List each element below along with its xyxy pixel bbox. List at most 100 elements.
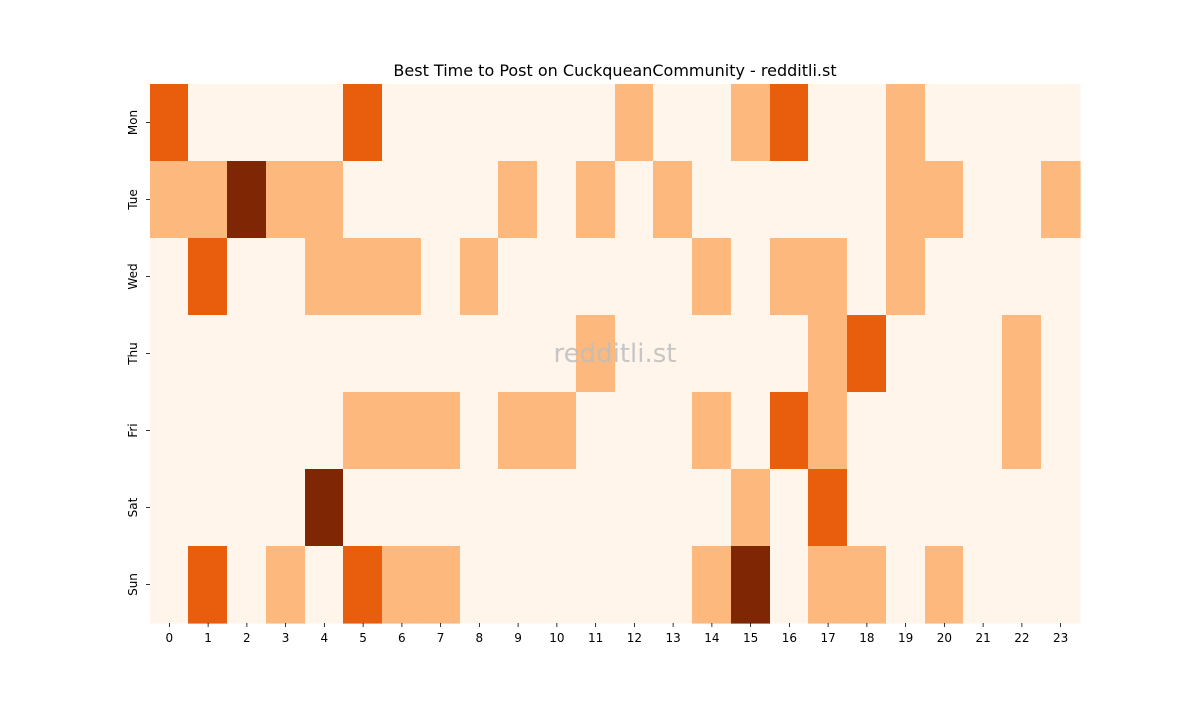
heatmap-cell-sun-9 [498,546,538,624]
heatmap-cell-wed-21 [963,238,1003,316]
x-tick-label-20: 20 [937,631,952,645]
heatmap-cell-wed-4 [305,238,344,316]
heatmap-cell-sun-4 [305,546,344,624]
heatmap-cell-wed-22 [1002,238,1042,316]
x-tick-label-11: 11 [588,631,603,645]
heatmap-cell-mon-22 [1002,84,1042,162]
heatmap-cell-sat-8 [460,469,499,547]
heatmap-cell-wed-10 [537,238,577,316]
heatmap-cell-mon-0 [150,84,189,162]
heatmap-cell-mon-7 [421,84,461,162]
heatmap-cell-thu-2 [227,315,267,393]
heatmap-cell-fri-16 [770,392,809,470]
heatmap-cell-sun-1 [188,546,228,624]
heatmap-cell-sat-23 [1041,469,1081,547]
heatmap-cell-mon-15 [731,84,771,162]
heatmap-cell-wed-0 [150,238,189,316]
heatmap-cell-sat-3 [266,469,306,547]
heatmap-cell-fri-2 [227,392,267,470]
heatmap-cell-tue-5 [343,161,383,239]
heatmap-cell-wed-18 [847,238,887,316]
heatmap-cell-fri-21 [963,392,1003,470]
heatmap-cell-sat-1 [188,469,228,547]
x-tick-label-19: 19 [898,631,913,645]
heatmap-cell-fri-17 [808,392,848,470]
heatmap-cell-sun-18 [847,546,887,624]
heatmap-cell-sun-3 [266,546,306,624]
heatmap-cell-sat-0 [150,469,189,547]
heatmap-cell-sat-12 [615,469,654,547]
heatmap-cell-fri-3 [266,392,306,470]
heatmap-cell-wed-8 [460,238,499,316]
heatmap-cell-wed-12 [615,238,654,316]
heatmap-cell-sun-16 [770,546,809,624]
heatmap-cell-fri-20 [925,392,964,470]
heatmap-cell-thu-3 [266,315,306,393]
heatmap-cell-fri-5 [343,392,383,470]
heatmap-cell-tue-7 [421,161,461,239]
heatmap-cell-tue-8 [460,161,499,239]
watermark: redditli.st [554,339,677,369]
heatmap-cell-thu-21 [963,315,1003,393]
heatmap-cell-wed-2 [227,238,267,316]
heatmap-cell-tue-18 [847,161,887,239]
x-tick-label-9: 9 [514,631,522,645]
heatmap-cell-mon-6 [382,84,422,162]
heatmap-cell-thu-4 [305,315,344,393]
heatmap-cell-fri-8 [460,392,499,470]
heatmap-cell-tue-20 [925,161,964,239]
y-tick-label-wed: Wed [126,263,140,289]
heatmap-cell-fri-13 [653,392,693,470]
x-tick-label-18: 18 [859,631,874,645]
heatmap-cell-mon-10 [537,84,577,162]
heatmap-cell-wed-17 [808,238,848,316]
heatmap-cell-sat-13 [653,469,693,547]
heatmap-cell-thu-19 [886,315,926,393]
heatmap-cell-mon-19 [886,84,926,162]
y-tick-label-fri: Fri [126,423,140,437]
x-tick-label-14: 14 [704,631,719,645]
heatmap-cell-tue-12 [615,161,654,239]
heatmap-cell-tue-3 [266,161,306,239]
heatmap-cell-mon-8 [460,84,499,162]
heatmap-cell-sat-18 [847,469,887,547]
heatmap-cell-thu-16 [770,315,809,393]
y-tick-label-thu: Thu [126,342,140,366]
heatmap-cell-sat-14 [692,469,732,547]
heatmap-cell-fri-14 [692,392,732,470]
heatmap-cell-sun-19 [886,546,926,624]
heatmap-cells [150,84,1081,624]
heatmap-cell-tue-19 [886,161,926,239]
heatmap-cell-sat-10 [537,469,577,547]
heatmap-cell-sat-15 [731,469,771,547]
heatmap-cell-mon-4 [305,84,344,162]
heatmap-cell-sun-2 [227,546,267,624]
heatmap-cell-fri-12 [615,392,654,470]
heatmap-cell-sat-16 [770,469,809,547]
heatmap-cell-wed-14 [692,238,732,316]
heatmap-cell-tue-23 [1041,161,1081,239]
heatmap-cell-tue-17 [808,161,848,239]
heatmap-cell-sun-22 [1002,546,1042,624]
heatmap-cell-tue-1 [188,161,228,239]
heatmap-cell-sun-10 [537,546,577,624]
chart-title: Best Time to Post on CuckqueanCommunity … [393,61,836,80]
heatmap-cell-sat-22 [1002,469,1042,547]
heatmap-cell-thu-15 [731,315,771,393]
heatmap-cell-fri-22 [1002,392,1042,470]
x-tick-label-13: 13 [665,631,680,645]
heatmap-cell-sat-19 [886,469,926,547]
heatmap-cell-tue-4 [305,161,344,239]
heatmap-cell-sun-15 [731,546,771,624]
heatmap-cell-sun-13 [653,546,693,624]
heatmap-cell-wed-20 [925,238,964,316]
heatmap-cell-mon-14 [692,84,732,162]
heatmap-cell-thu-0 [150,315,189,393]
heatmap-cell-tue-14 [692,161,732,239]
x-tick-label-22: 22 [1014,631,1029,645]
heatmap-cell-tue-16 [770,161,809,239]
x-tick-label-3: 3 [282,631,290,645]
heatmap-cell-sat-7 [421,469,461,547]
x-tick-label-23: 23 [1053,631,1068,645]
heatmap-cell-mon-21 [963,84,1003,162]
